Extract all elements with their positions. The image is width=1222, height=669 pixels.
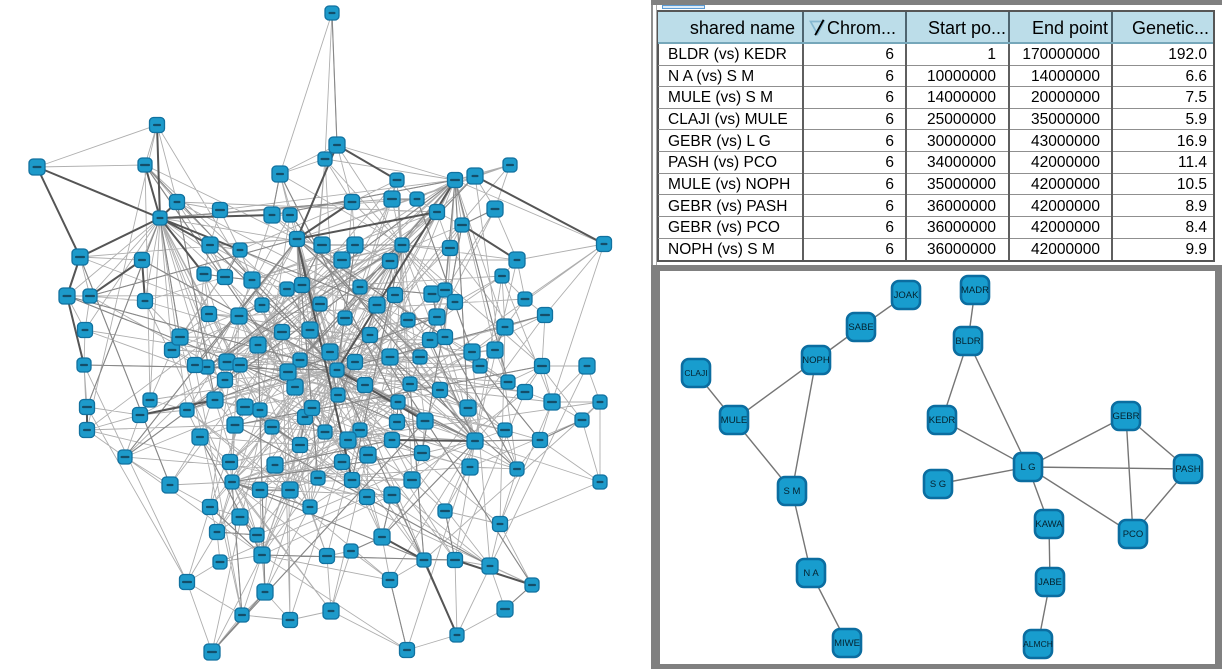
svg-text:PASH: PASH: [1175, 464, 1200, 475]
svg-text:MULE: MULE: [721, 415, 747, 426]
svg-text:GEBR: GEBR: [1113, 411, 1140, 422]
svg-text:KAWA: KAWA: [1035, 519, 1063, 530]
svg-text:JABE: JABE: [1038, 577, 1062, 588]
svg-text:S M: S M: [784, 486, 801, 497]
svg-text:JOAK: JOAK: [894, 290, 919, 301]
svg-text:NOPH: NOPH: [802, 355, 830, 366]
svg-text:S G: S G: [930, 479, 946, 490]
svg-text:MADR: MADR: [961, 285, 989, 296]
svg-text:N A: N A: [803, 568, 819, 579]
svg-text:BLDR: BLDR: [955, 336, 980, 347]
svg-text:MIWE: MIWE: [834, 638, 860, 649]
svg-text:CLAJI: CLAJI: [684, 368, 707, 378]
svg-text:L G: L G: [1021, 462, 1036, 473]
svg-text:SABE: SABE: [848, 322, 873, 333]
svg-text:KEDR: KEDR: [929, 415, 956, 426]
svg-text:PCO: PCO: [1123, 529, 1144, 540]
svg-text:ALMCH: ALMCH: [1023, 639, 1053, 649]
